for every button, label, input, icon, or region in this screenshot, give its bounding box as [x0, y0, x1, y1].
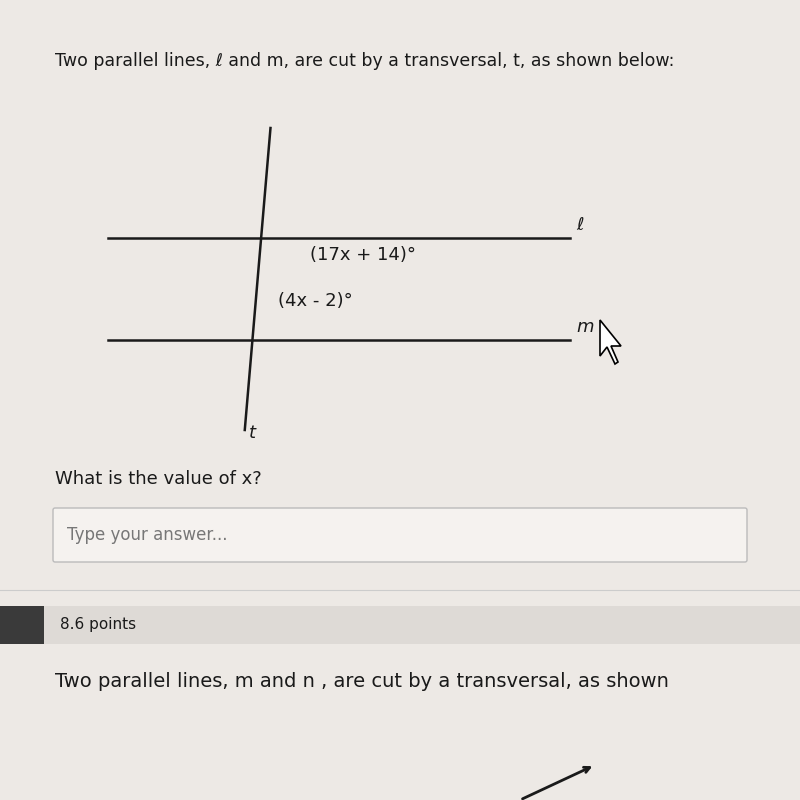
Bar — [44, 606, 800, 644]
Text: Two parallel lines, m and n , are cut by a transversal, as shown: Two parallel lines, m and n , are cut by… — [55, 672, 669, 691]
Text: (4x - 2)°: (4x - 2)° — [278, 292, 353, 310]
Text: (17x + 14)°: (17x + 14)° — [310, 246, 416, 264]
Text: t: t — [249, 424, 256, 442]
Polygon shape — [600, 320, 621, 364]
Text: m: m — [576, 318, 594, 336]
Text: Two parallel lines, ℓ and m, are cut by a transversal, t, as shown below:: Two parallel lines, ℓ and m, are cut by … — [55, 52, 674, 70]
Text: What is the value of x?: What is the value of x? — [55, 470, 262, 488]
FancyBboxPatch shape — [53, 508, 747, 562]
Bar — [0, 606, 44, 644]
Text: Type your answer...: Type your answer... — [67, 526, 227, 544]
Text: 3: 3 — [16, 616, 28, 634]
Text: 8.6 points: 8.6 points — [60, 618, 136, 633]
Text: ℓ: ℓ — [576, 216, 583, 234]
